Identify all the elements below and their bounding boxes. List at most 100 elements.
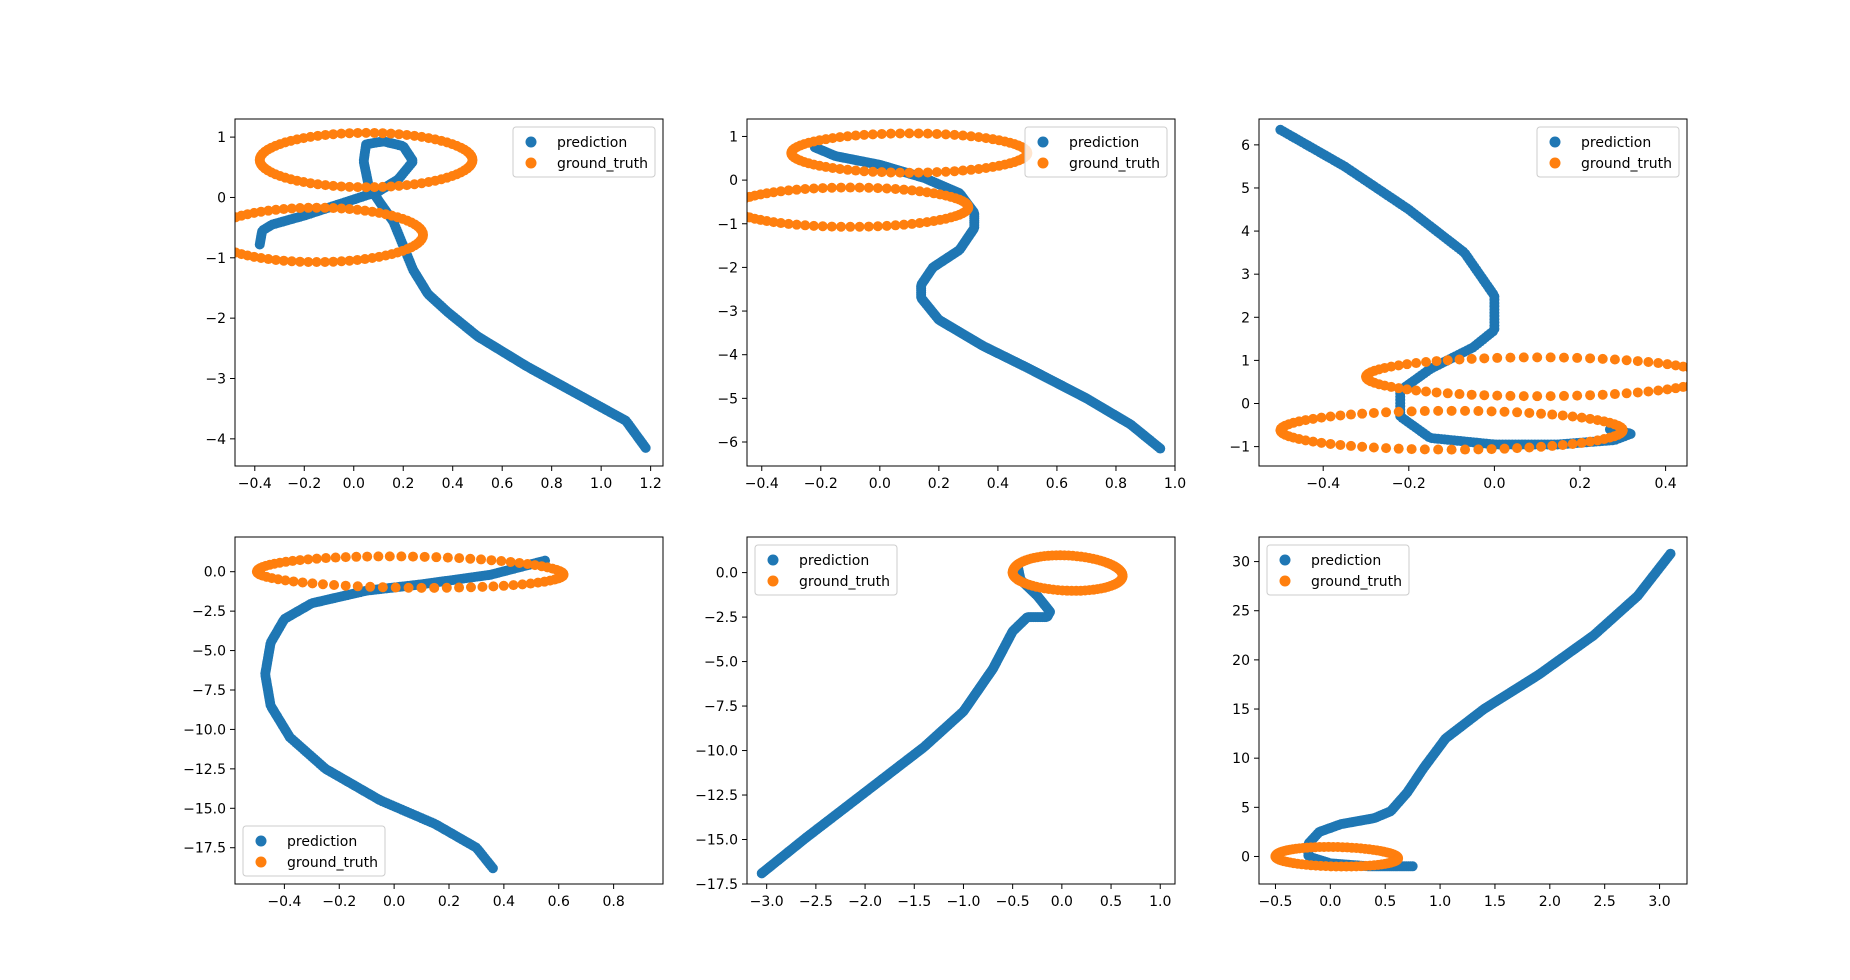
- x-tick-label: 3.0: [1648, 894, 1670, 910]
- ground-truth-point: [1433, 444, 1444, 455]
- ground-truth-point: [834, 163, 845, 174]
- prediction-point: [487, 863, 498, 874]
- ground-truth-point: [311, 553, 322, 564]
- ground-truth-point: [834, 132, 845, 143]
- ground-truth-point: [1270, 851, 1281, 862]
- x-tick-label: 0.6: [491, 476, 513, 492]
- legend: prediction ground_truth: [512, 126, 656, 178]
- ground-truth-point: [210, 221, 220, 231]
- x-tick-label: −0.4: [238, 476, 272, 492]
- ground-truth-point: [1479, 390, 1490, 401]
- ground-truth-point: [394, 180, 404, 191]
- y-tick-label: −1: [1229, 440, 1250, 456]
- ground-truth-point: [1454, 389, 1465, 400]
- ground-truth-point: [736, 195, 746, 205]
- x-tick-label: 0.0: [869, 476, 891, 492]
- ground-truth-point: [1393, 383, 1404, 394]
- ground-truth-point: [907, 185, 917, 196]
- y-tick-label: 1: [1241, 353, 1250, 369]
- ground-truth-point: [1419, 444, 1430, 455]
- ground-truth-point: [1325, 411, 1336, 422]
- ground-truth-point: [297, 577, 308, 588]
- ground-truth-point: [532, 577, 543, 588]
- x-tick-label: −2.0: [848, 894, 882, 910]
- ground-truth-point: [1558, 352, 1569, 363]
- ground-truth-point: [1567, 438, 1578, 449]
- ground-truth-point: [1703, 372, 1713, 382]
- ground-truth-point: [731, 207, 741, 217]
- ground-truth-point: [1670, 383, 1681, 394]
- ground-truth-point: [898, 219, 909, 230]
- ground-truth-point: [1653, 358, 1664, 369]
- ground-truth-point: [850, 130, 861, 141]
- ground-truth-point: [1701, 375, 1711, 385]
- ground-truth-point: [351, 551, 362, 562]
- ground-truth-point: [303, 554, 314, 565]
- ground-truth-point: [454, 582, 465, 593]
- ground-truth-point: [836, 182, 847, 193]
- x-tick-label: −1.5: [897, 894, 931, 910]
- plot-area: [1270, 548, 1676, 872]
- legend-box: [754, 544, 898, 596]
- ground-truth-point: [1690, 379, 1700, 389]
- ground-truth-point: [1411, 358, 1422, 369]
- ground-truth-point: [1492, 352, 1503, 363]
- ground-truth-point: [525, 578, 536, 589]
- ground-truth-point: [352, 182, 363, 193]
- ground-truth-point: [872, 221, 883, 232]
- ground-truth-point: [1466, 353, 1477, 364]
- y-tick-label: −2.5: [192, 604, 226, 620]
- ground-truth-point: [747, 193, 751, 203]
- ground-truth-point: [800, 184, 811, 195]
- y-tick-label: 20: [1232, 653, 1250, 669]
- plot-area: [1275, 124, 1713, 455]
- ground-truth-point: [1442, 355, 1453, 366]
- x-tick-label: 0.8: [541, 476, 563, 492]
- ground-truth-point: [1486, 444, 1497, 455]
- y-tick-label: 0: [1241, 396, 1250, 412]
- ground-truth-point: [320, 129, 331, 140]
- y-tick-label: −3: [205, 371, 226, 387]
- legend-label-prediction: prediction: [1311, 553, 1381, 569]
- ground-truth-point: [981, 133, 992, 144]
- ground-truth-point: [352, 204, 363, 215]
- ground-truth-point: [522, 558, 533, 569]
- ground-truth-point: [328, 203, 339, 214]
- x-tick-label: 0.2: [928, 476, 950, 492]
- ground-truth-point: [836, 221, 847, 232]
- x-tick-label: −1.0: [946, 894, 980, 910]
- ground-truth-point: [477, 581, 488, 592]
- ground-truth-point: [1701, 369, 1711, 379]
- ground-truth-point: [319, 202, 330, 213]
- legend-box: [1024, 126, 1168, 178]
- ground-truth-point: [727, 202, 737, 212]
- y-tick-label: 30: [1232, 555, 1250, 571]
- ground-truth-point: [859, 129, 870, 140]
- ground-truth-point: [369, 182, 380, 193]
- legend-label-ground-truth: ground_truth: [287, 855, 378, 871]
- ground-truth-point: [1558, 390, 1569, 401]
- ground-truth-point: [328, 256, 339, 267]
- ground-truth-point: [390, 582, 401, 593]
- x-tick-label: 1.0: [590, 476, 612, 492]
- ground-truth-point: [352, 127, 363, 138]
- ground-truth-point: [1632, 387, 1643, 398]
- ground-truth-point: [826, 182, 837, 193]
- ground-truth-point: [336, 128, 347, 139]
- ground-truth-point: [514, 557, 525, 568]
- ground-truth-point: [1536, 408, 1547, 419]
- ground-truth-point: [1466, 389, 1477, 400]
- ground-truth-point: [885, 167, 896, 178]
- legend-label-ground-truth: ground_truth: [1581, 156, 1672, 172]
- ground-truth-point: [1653, 385, 1664, 396]
- x-tick-label: −0.2: [804, 476, 838, 492]
- ground-truth-point: [800, 220, 811, 231]
- ground-truth-point: [890, 220, 901, 231]
- axes-frame: [1258, 536, 1688, 885]
- ground-truth-point: [1518, 391, 1529, 402]
- ground-truth-point: [913, 128, 924, 139]
- ground-truth-point: [1512, 407, 1523, 418]
- ground-truth-point: [949, 129, 960, 140]
- ground-truth-point: [305, 178, 316, 189]
